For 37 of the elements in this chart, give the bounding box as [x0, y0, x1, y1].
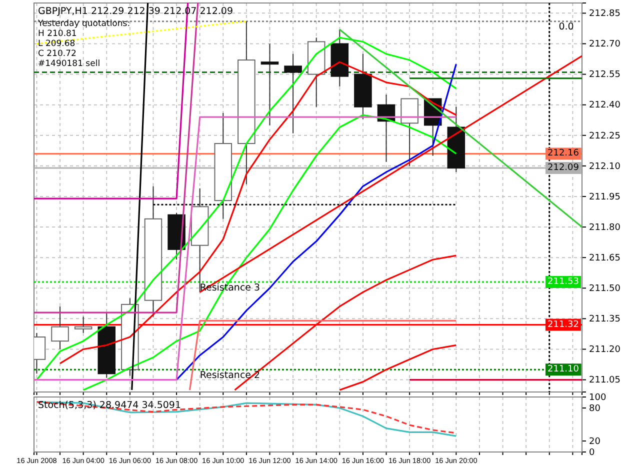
y-tick-label: 212.40	[589, 100, 621, 111]
y-tick-label: 211.50	[589, 284, 621, 294]
y-tick-label: 211.95	[589, 192, 620, 202]
y-tick-label: 212.25	[589, 131, 620, 142]
candlestick	[284, 53, 302, 134]
y-tick-label: 20	[589, 436, 601, 447]
y-tick-label: 212.85	[589, 9, 620, 20]
annotation: L 209.68	[38, 39, 76, 49]
y-tick-label: 80	[589, 404, 601, 414]
annotation: 0.0	[558, 22, 574, 33]
y-tick-label: 212.10	[589, 162, 621, 172]
line-series	[176, 63, 457, 381]
chart-title: Stoch(5,3,3) 28.9474 34.5091	[38, 400, 182, 411]
annotation: C 210.72	[38, 49, 76, 59]
y-tick-label: 212.55	[589, 70, 620, 80]
ref-line-label: 211.32	[548, 320, 579, 330]
ref-line-label: 212.09	[548, 162, 580, 173]
candlestick	[260, 43, 279, 126]
candlestick	[74, 316, 92, 334]
y-tick-label: 100	[589, 392, 606, 403]
annotation: Resistance 2	[200, 370, 260, 382]
y-tick-label: 211.65	[589, 253, 620, 264]
annotation: Yesterday quotations:	[37, 19, 130, 29]
y-tick-label: 211.20	[589, 345, 621, 356]
y-tick-label: 211.80	[589, 222, 621, 233]
candlestick	[51, 306, 69, 350]
ref-line-label: 211.53	[548, 277, 579, 288]
y-tick-label: 0	[589, 448, 595, 458]
ref-line-label: 212.16	[548, 148, 580, 159]
ref-line-label: 211.10	[548, 364, 580, 375]
line-series	[36, 36, 457, 381]
y-tick-label: 212.70	[589, 40, 621, 50]
y-tick-label: 211.35	[589, 314, 620, 325]
annotation: H 210.81	[38, 29, 77, 39]
y-tick-label: 211.05	[589, 376, 620, 386]
line-series	[338, 344, 457, 391]
annotation: #1490181 sell	[38, 59, 100, 69]
